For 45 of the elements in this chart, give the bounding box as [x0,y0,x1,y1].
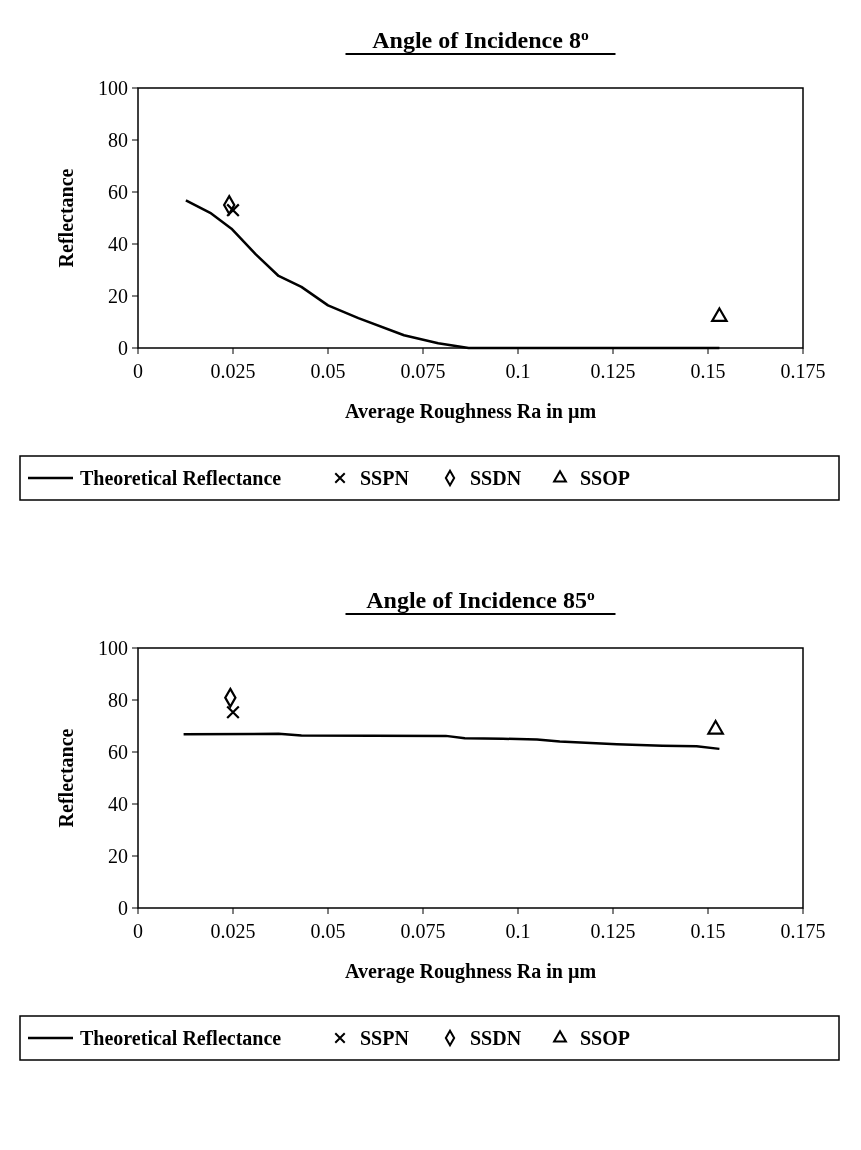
y-tick-label: 20 [108,285,128,307]
y-tick-label: 0 [118,897,128,919]
legend-label: SSDN [470,467,522,489]
y-tick-label: 0 [118,337,128,359]
x-tick-label: 0 [133,920,143,942]
x-tick-label: 0 [133,360,143,382]
x-tick-label: 0.125 [590,920,636,942]
x-tick-label: 0.05 [310,360,346,382]
y-axis-title: Reflectance [55,728,77,828]
legend-label: SSOP [580,1027,631,1049]
legend-label: Theoretical Reflectance [80,467,282,489]
x-axis-title: Average Roughness Ra in µm [344,960,597,983]
x-tick-label: 0.15 [690,920,726,942]
y-tick-label: 40 [108,233,128,255]
y-tick-label: 80 [108,689,128,711]
x-tick-label: 0.05 [310,920,346,942]
x-tick-label: 0.1 [505,360,531,382]
point [711,307,728,323]
legend-label: SSDN [470,1027,522,1049]
chart-title: Angle of Incidence 85$^{o}$ [366,585,595,613]
point [226,203,240,218]
x-tick-label: 0.075 [400,360,446,382]
chart-title: Angle of Incidence 8$^{o}$ [372,25,589,53]
x-tick-label: 0.1 [505,920,531,942]
x-axis-title: Average Roughness Ra in µm [344,400,597,423]
y-tick-label: 100 [98,637,128,659]
x-tick-label: 0.025 [210,360,256,382]
y-tick-label: 60 [108,181,128,203]
x-tick-label: 0.025 [210,920,256,942]
y-tick-label: 40 [108,793,128,815]
x-tick-label: 0.175 [780,360,826,382]
y-tick-label: 80 [108,129,128,151]
y-tick-label: 100 [98,77,128,99]
legend-label: SSOP [580,467,631,489]
x-tick-label: 0.175 [780,920,826,942]
y-tick-label: 20 [108,845,128,867]
y-axis-title: Reflectance [55,168,77,268]
legend-label: Theoretical Reflectance [80,1027,282,1049]
legend-label: SSPN [360,1027,410,1049]
y-tick-label: 60 [108,741,128,763]
x-tick-label: 0.15 [690,360,726,382]
x-tick-label: 0.075 [400,920,446,942]
x-tick-label: 0.125 [590,360,636,382]
line-series [182,732,721,751]
legend-label: SSPN [360,467,410,489]
